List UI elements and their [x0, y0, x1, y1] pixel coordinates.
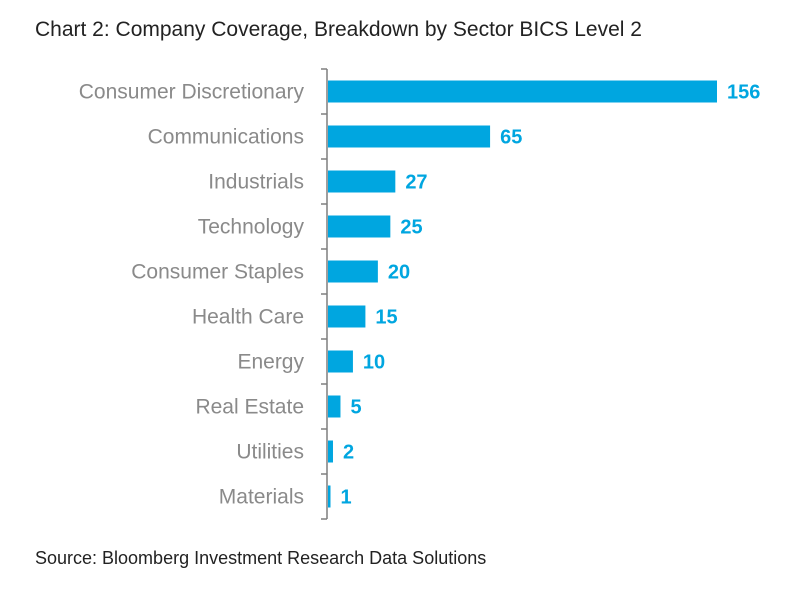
category-label: Industrials — [208, 171, 304, 194]
bars — [328, 80, 717, 508]
category-axis — [321, 68, 328, 520]
value-label: 25 — [400, 217, 422, 239]
category-label: Utilities — [236, 441, 304, 464]
bar — [328, 440, 333, 463]
bar — [328, 350, 353, 373]
bar — [328, 125, 491, 148]
bar — [328, 215, 391, 238]
value-label: 10 — [363, 352, 385, 374]
category-label: Materials — [219, 486, 304, 509]
category-label: Technology — [198, 216, 305, 239]
category-label: Consumer Discretionary — [79, 81, 305, 104]
category-label: Consumer Staples — [131, 261, 304, 284]
bar — [328, 260, 378, 283]
bar — [328, 485, 331, 508]
value-label: 1 — [340, 487, 351, 509]
value-label: 156 — [727, 82, 760, 104]
category-label: Communications — [148, 126, 304, 149]
value-label: 27 — [405, 172, 427, 194]
value-label: 65 — [500, 127, 522, 149]
value-label: 20 — [388, 262, 410, 284]
value-label: 15 — [375, 307, 397, 329]
category-label: Real Estate — [195, 396, 304, 419]
value-label: 5 — [350, 397, 361, 419]
value-label: 2 — [343, 442, 354, 464]
source-note: Source: Bloomberg Investment Research Da… — [35, 548, 487, 568]
category-label: Energy — [237, 351, 304, 374]
bar — [328, 170, 396, 193]
category-label: Health Care — [192, 306, 304, 329]
bar — [328, 80, 717, 103]
labels: Consumer Discretionary 156 Communications 6… — [79, 81, 761, 509]
chart-title: Chart 2: Company Coverage, Breakdown by … — [35, 18, 642, 41]
bar — [328, 395, 341, 418]
bar — [328, 305, 366, 328]
